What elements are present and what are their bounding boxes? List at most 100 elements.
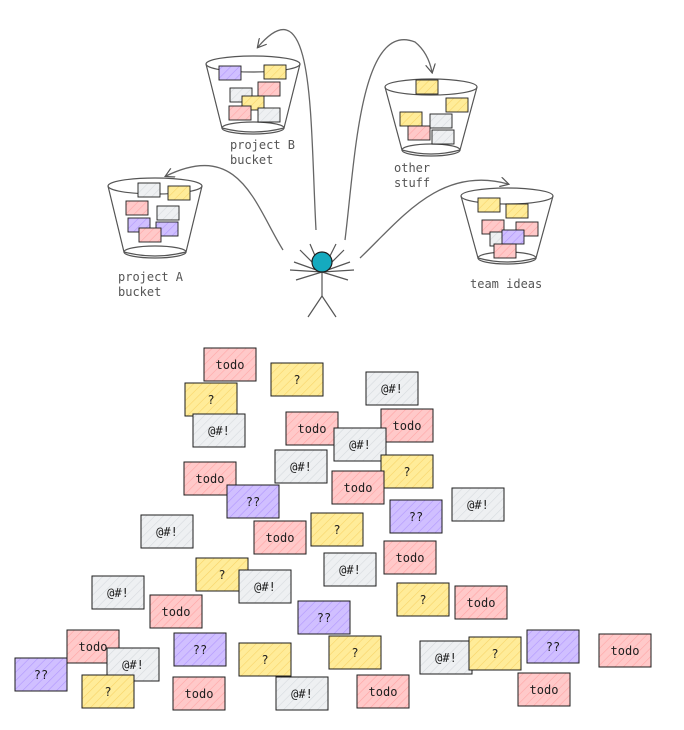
sticky-note-text: todo <box>344 481 373 495</box>
sticky-note-text: todo <box>467 596 496 610</box>
sticky-note-swear: @#! <box>91 575 145 610</box>
sticky-note-box <box>274 449 328 484</box>
sticky-note-todo: todo <box>172 676 226 711</box>
bucket-project-b: project B bucket <box>205 55 302 167</box>
sticky-note-box <box>598 633 652 668</box>
sticky-note-box <box>149 594 203 629</box>
sticky-note-text: @#! <box>291 687 313 701</box>
sticky-note-text: @#! <box>349 438 371 452</box>
sticky-note-box <box>380 454 434 489</box>
sticky-note-question: ? <box>396 582 450 617</box>
sticky-note-text: todo <box>396 551 425 565</box>
sticky-note-swear: @#! <box>238 569 292 604</box>
sticky-notes: todo? @#!? @#! todo todo @#!? @#! todo todo???? @… <box>14 347 652 711</box>
sticky-note-text: todo <box>79 640 108 654</box>
arrows <box>166 29 508 259</box>
sticky-note-box <box>454 585 508 620</box>
arrow-to-project-b <box>258 29 317 231</box>
sticky-note-box <box>172 676 226 711</box>
sticky-note-todo: todo <box>203 347 257 382</box>
arrow-to-team-ideas <box>359 180 508 259</box>
sticky-note-text: @#! <box>107 586 129 600</box>
sticky-note-unknown: ?? <box>526 629 580 664</box>
sticky-note-text: todo <box>369 685 398 699</box>
person-figure <box>289 243 355 318</box>
sticky-note-text: todo <box>185 687 214 701</box>
sticky-note-text: ? <box>104 685 111 699</box>
sticky-note-swear: @#! <box>333 427 387 462</box>
bucket-label-project-b: project B bucket <box>230 138 302 167</box>
sticky-note-box <box>331 470 385 505</box>
sticky-note-question: ? <box>468 636 522 671</box>
sticky-note-box <box>226 484 280 519</box>
person-head <box>311 251 333 273</box>
bucket-label-team-ideas: team ideas <box>470 277 542 291</box>
sticky-note-text: ?? <box>546 640 560 654</box>
sticky-note-box <box>328 635 382 670</box>
sticky-note-todo: todo <box>356 674 410 709</box>
sticky-note-swear: @#! <box>140 514 194 549</box>
sticky-note-box <box>270 362 324 397</box>
sticky-note-box <box>380 408 434 443</box>
sticky-note-swear: @#! <box>419 640 473 675</box>
sticky-note-question: ? <box>310 512 364 547</box>
sticky-note-box <box>14 657 68 692</box>
sticky-note-text: todo <box>611 644 640 658</box>
sticky-note-text: ? <box>261 653 268 667</box>
sticky-note-text: @#! <box>290 460 312 474</box>
sticky-note-box <box>517 672 571 707</box>
sticky-note-swear: @#! <box>192 413 246 448</box>
sticky-note-question: ? <box>81 674 135 709</box>
sticky-note-text: ?? <box>34 668 48 682</box>
sticky-note-question: ? <box>238 642 292 677</box>
sticky-note-box <box>356 674 410 709</box>
sticky-note-text: ? <box>333 523 340 537</box>
sticky-note-text: ? <box>218 568 225 582</box>
arrow-to-project-a <box>166 164 284 251</box>
sticky-note-text: ? <box>419 593 426 607</box>
sticky-note-question: ? <box>328 635 382 670</box>
sticky-note-question: ? <box>270 362 324 397</box>
sticky-note-text: @#! <box>156 525 178 539</box>
sticky-note-text: ?? <box>317 611 331 625</box>
sticky-note-text: @#! <box>122 658 144 672</box>
sticky-note-text: ? <box>207 393 214 407</box>
sticky-note-box <box>285 411 339 446</box>
sticky-note-text: todo <box>196 472 225 486</box>
bucket-label-other-stuff: other stuff <box>394 161 437 190</box>
sticky-note-todo: todo <box>149 594 203 629</box>
sticky-note-swear: @#! <box>274 449 328 484</box>
sticky-note-box <box>238 569 292 604</box>
sticky-note-box <box>468 636 522 671</box>
sticky-note-unknown: ?? <box>226 484 280 519</box>
sticky-note-box <box>333 427 387 462</box>
sticky-note-box <box>323 552 377 587</box>
sticky-note-question: ? <box>184 382 238 417</box>
sticky-note-box <box>275 676 329 711</box>
sticky-note-todo: todo <box>285 411 339 446</box>
sticky-note-box <box>389 499 443 534</box>
sticky-note-box <box>238 642 292 677</box>
sticky-note-todo: todo <box>598 633 652 668</box>
sticky-note-swear: @#! <box>323 552 377 587</box>
arrow-to-other-stuff <box>344 39 432 241</box>
sticky-note-text: todo <box>162 605 191 619</box>
sticky-note-unknown: ?? <box>173 632 227 667</box>
sticky-note-box <box>81 674 135 709</box>
sticky-note-box <box>203 347 257 382</box>
sticky-note-todo: todo <box>380 408 434 443</box>
sticky-note-text: @#! <box>339 563 361 577</box>
sticky-note-todo: todo <box>253 520 307 555</box>
sticky-note-text: @#! <box>208 424 230 438</box>
sticky-note-text: @#! <box>467 498 489 512</box>
sticky-note-todo: todo <box>383 540 437 575</box>
sticky-note-box <box>526 629 580 664</box>
bucket-other-stuff: other stuff <box>384 78 478 190</box>
sticky-note-text: todo <box>266 531 295 545</box>
sticky-note-text: @#! <box>381 382 403 396</box>
sticky-note-text: todo <box>216 358 245 372</box>
sticky-note-text: ? <box>491 647 498 661</box>
sticky-note-swear: @#! <box>275 676 329 711</box>
